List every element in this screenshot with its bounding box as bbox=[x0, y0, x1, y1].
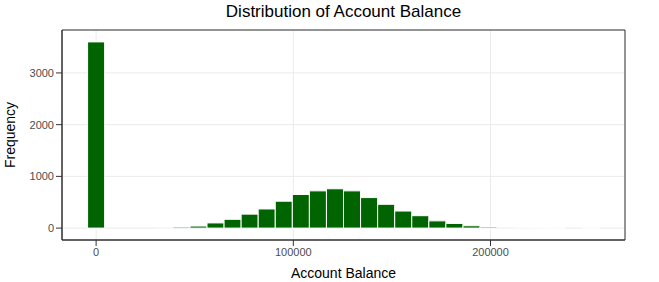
svg-text:3000: 3000 bbox=[30, 67, 54, 79]
svg-text:200000: 200000 bbox=[472, 246, 509, 258]
html-text:Distribution of Account Balanc: Distribution of Account Balance bbox=[225, 2, 462, 21]
svg-text:0: 0 bbox=[48, 222, 54, 234]
svg-text:Account Balance: Account Balance bbox=[291, 265, 396, 281]
svg-text:1000: 1000 bbox=[30, 170, 54, 182]
svg-text:Frequency: Frequency bbox=[8, 102, 18, 168]
svg-text:0: 0 bbox=[93, 246, 99, 258]
svg-text:2000: 2000 bbox=[30, 119, 54, 131]
svg-text:100000: 100000 bbox=[275, 246, 312, 258]
